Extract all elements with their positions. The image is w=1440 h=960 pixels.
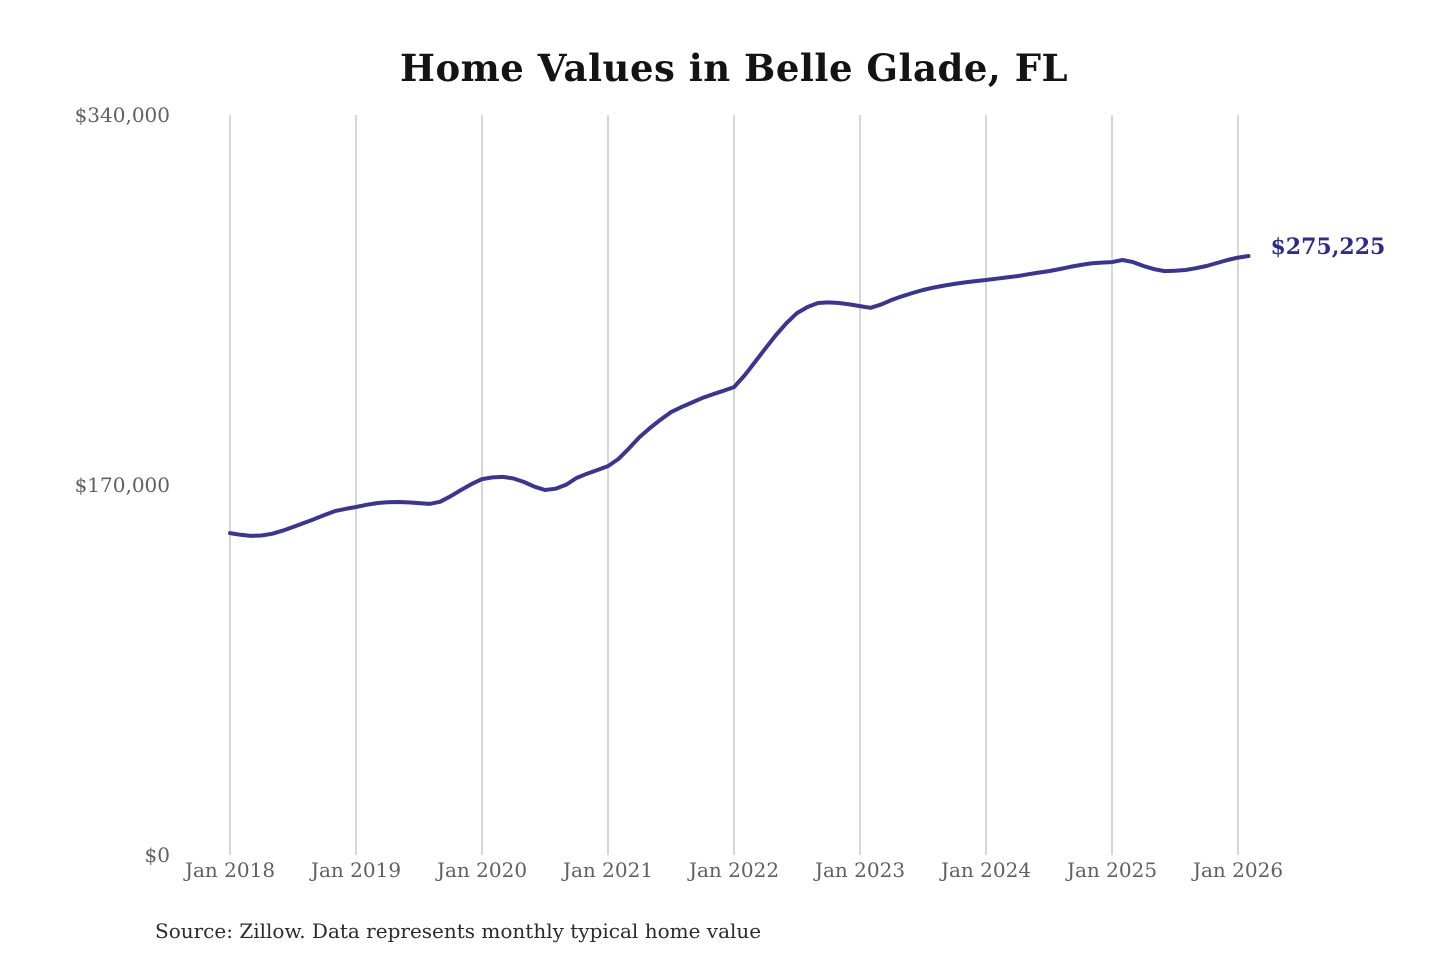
x-tick-label: Jan 2018 — [184, 858, 276, 882]
y-tick-label: $0 — [144, 843, 170, 867]
y-tick-label: $340,000 — [74, 103, 170, 127]
x-tick-label: Jan 2020 — [436, 858, 528, 882]
source-note: Source: Zillow. Data represents monthly … — [155, 919, 762, 943]
x-tick-label: Jan 2022 — [688, 858, 780, 882]
chart-title: Home Values in Belle Glade, FL — [400, 46, 1068, 90]
x-tick-label: Jan 2026 — [1192, 858, 1284, 882]
y-tick-label: $170,000 — [74, 473, 170, 497]
x-tick-label: Jan 2023 — [814, 858, 906, 882]
x-tick-label: Jan 2024 — [940, 858, 1032, 882]
latest-value-annotation: $275,225 — [1270, 233, 1386, 260]
x-tick-label: Jan 2021 — [562, 858, 654, 882]
x-tick-label: Jan 2019 — [310, 858, 402, 882]
vertical-gridlines — [229, 115, 1239, 855]
x-tick-label: Jan 2025 — [1066, 858, 1158, 882]
home-value-line-series — [228, 254, 1251, 538]
